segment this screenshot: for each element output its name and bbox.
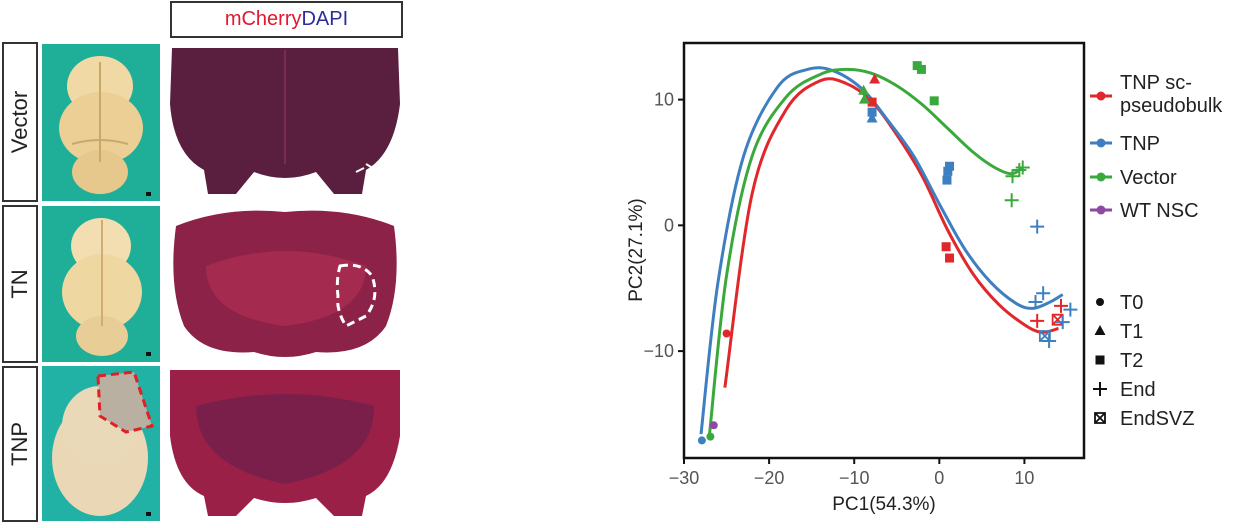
row-label-vector: Vector [2,42,38,202]
data-point-plus [1005,169,1020,184]
legend-dot [1096,172,1106,182]
data-point-square [945,253,955,263]
x-tick-label: −10 [839,468,870,488]
data-point-plus [1030,219,1045,234]
data-point-boxx [1038,330,1051,342]
x-tick-label: 0 [934,468,944,488]
fit-curve [708,67,1024,435]
row-label-tnp-text: TNP [7,422,32,466]
slice-tnp [166,366,404,521]
data-point-plus [1036,286,1051,301]
header-dapi: DAPI [301,8,349,30]
legend-series-label: Vector [1120,167,1177,189]
legend-dot [1096,205,1106,215]
data-point-square [916,64,926,74]
row-label-tn-text: TN [7,269,32,299]
y-axis-title: PC2(27.1%) [626,198,647,302]
legend-shape-plus [1093,382,1107,396]
legend-series-label: TNP sc-pseudobulk [1120,72,1223,117]
data-point-plus [1028,295,1043,310]
data-point-square [942,175,952,185]
data-point-square [945,161,955,171]
data-point-plus [1004,193,1019,208]
legend-shape-circle [1096,298,1104,306]
data-point-triangle [858,84,870,95]
data-point-plus [1055,315,1070,330]
y-tick-label: 10 [654,90,674,110]
data-point-circle [722,329,731,338]
pca-svg: −30 −20 −10 0 10 10 0 −10 PC1(54.3%) PC2(27.1%)… [626,41,1223,515]
data-point-triangle [869,73,881,84]
slice-tn [166,206,404,362]
data-point-square [867,107,877,117]
row-label-vector-text: Vector [7,90,32,154]
fit-curve [699,66,1064,435]
legend-series-label: WT NSC [1120,200,1199,222]
y-tick-label: −10 [643,341,674,361]
legend-dot [1096,91,1106,101]
x-tick-label: 10 [1014,468,1034,488]
legend-shape-square [1095,355,1105,365]
row-label-tnp: TNP [2,366,38,522]
data-point-triangle [866,112,878,123]
x-tick-label: −20 [754,468,785,488]
brain-photo-tn [42,206,160,362]
data-point-square [941,242,951,252]
data-point-plus [1012,163,1027,178]
header-box: mCherry DAPI [170,1,403,38]
y-tick-label: 0 [664,215,674,235]
x-tick-label: −30 [669,468,700,488]
legend-series-label: TNP [1120,133,1160,155]
legend-shape-triangle [1094,325,1106,335]
data-point-circle [706,432,715,441]
data-point-circle [709,421,718,430]
data-point-square [929,96,939,106]
legend-shape-label: T2 [1120,350,1143,372]
data-point-plus [1054,298,1069,313]
data-point-plus [1063,302,1078,317]
plot-frame [682,41,1086,460]
x-axis-title: PC1(54.3%) [832,494,936,515]
data-point-triangle [858,93,870,104]
row-label-tn: TN [2,205,38,363]
brain-photo-vector [42,44,160,201]
data-point-plus [1030,313,1045,328]
data-point-square [867,97,877,107]
legend-shape-label: EndSVZ [1120,408,1194,430]
data-point-square [943,166,953,176]
pca-chart: −30 −20 −10 0 10 10 0 −10 PC1(54.3%) PC2(27.1%)… [600,0,1247,523]
slice-vector [166,44,404,201]
legend-shape-label: T1 [1120,321,1143,343]
legend-shape-label: T0 [1120,292,1143,314]
brain-photo-tnp [42,366,160,521]
legend-shape-boxx [1094,412,1106,424]
header-mcherry: mCherry [224,8,302,30]
legend-shape-label: End [1120,379,1156,401]
data-point-plus [1015,160,1030,175]
fit-curve [723,77,1059,388]
data-point-circle [697,436,706,445]
legend-dot [1096,138,1106,148]
